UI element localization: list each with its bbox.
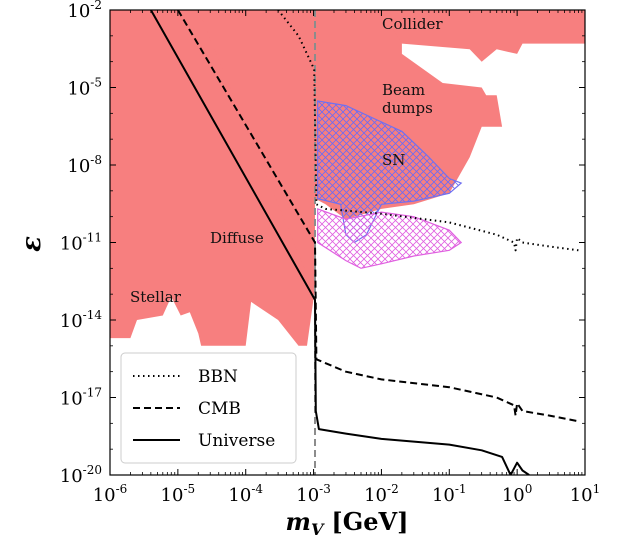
region-label-collider: Collider (382, 15, 443, 33)
x-tick-label: 100 (502, 482, 533, 506)
legend-label-cmb: CMB (198, 399, 241, 419)
region-label-stellar: Stellar (130, 288, 182, 306)
y-tick-label: 10-11 (60, 231, 102, 255)
x-axis-symbol: m (286, 507, 311, 536)
region-label-beam-dumps-1: Beam (382, 81, 425, 99)
x-tick-exponent: -4 (251, 482, 263, 496)
x-tick-exponent: -5 (183, 482, 195, 496)
x-tick-exponent: -2 (387, 482, 399, 496)
legend: BBN CMB Universe (120, 352, 297, 464)
exclusion-regions (110, 10, 585, 346)
x-tick-exponent: -1 (455, 482, 467, 496)
y-tick-exponent: -20 (83, 463, 102, 477)
x-axis-label: mV [GeV] (286, 507, 409, 539)
y-tick-label: 10-5 (67, 76, 102, 100)
y-tick-base: 10 (67, 79, 90, 100)
x-tick-base: 10 (296, 485, 319, 506)
x-tick-exponent: -3 (319, 482, 331, 496)
legend-label-bbn: BBN (198, 367, 238, 387)
y-tick-exponent: -8 (90, 153, 102, 167)
y-tick-exponent: -14 (83, 308, 103, 322)
region-collider (381, 10, 585, 62)
y-tick-label: 10-2 (67, 0, 102, 22)
axis-ticks: 10-6 10-5 10-4 10-3 10-2 10-1 100 10110-2010-17… (60, 0, 601, 506)
region-label-beam-dumps-2: dumps (382, 99, 433, 117)
y-tick-label: 10-20 (60, 463, 102, 487)
y-axis-label: ε (17, 236, 47, 252)
x-tick-label: 10-2 (364, 482, 399, 506)
x-tick-exponent: 1 (593, 482, 601, 496)
region-sn (317, 100, 463, 244)
y-tick-base: 10 (60, 234, 83, 255)
x-tick-base: 10 (93, 485, 116, 506)
x-tick-base: 10 (161, 485, 184, 506)
x-tick-base: 10 (570, 485, 593, 506)
y-tick-base: 10 (67, 1, 90, 22)
y-tick-exponent: -17 (83, 386, 102, 400)
y-tick-label: 10-17 (60, 386, 102, 410)
region-label-sn: SN (382, 151, 405, 169)
legend-label-universe: Universe (198, 431, 275, 451)
y-tick-exponent: -11 (83, 231, 102, 245)
x-tick-exponent: 0 (525, 482, 533, 496)
y-tick-base: 10 (60, 311, 83, 332)
x-axis-subscript: V (311, 520, 325, 539)
x-tick-base: 10 (502, 485, 525, 506)
x-tick-base: 10 (228, 485, 251, 506)
series-line-universe (150, 10, 530, 475)
series-lines (150, 10, 579, 475)
x-tick-label: 101 (570, 482, 601, 506)
y-tick-label: 10-14 (60, 308, 103, 332)
region-diffuse (198, 10, 315, 295)
legend-box (120, 352, 297, 464)
y-tick-base: 10 (60, 389, 83, 410)
x-tick-label: 10-6 (93, 482, 128, 506)
y-tick-exponent: -2 (90, 0, 102, 12)
y-tick-base: 10 (60, 466, 83, 487)
x-tick-exponent: -6 (116, 482, 128, 496)
y-tick-label: 10-8 (67, 153, 102, 177)
x-tick-label: 10-4 (228, 482, 263, 506)
x-tick-label: 10-5 (161, 482, 196, 506)
x-tick-base: 10 (364, 485, 387, 506)
y-tick-exponent: -5 (90, 76, 102, 90)
region-hatched-5 (317, 208, 463, 269)
x-tick-label: 10-3 (296, 482, 331, 506)
region-label-diffuse: Diffuse (210, 229, 264, 247)
x-axis-unit: [GeV] (331, 507, 408, 536)
y-tick-base: 10 (67, 156, 90, 177)
x-tick-base: 10 (432, 485, 455, 506)
x-tick-label: 10-1 (432, 482, 467, 506)
